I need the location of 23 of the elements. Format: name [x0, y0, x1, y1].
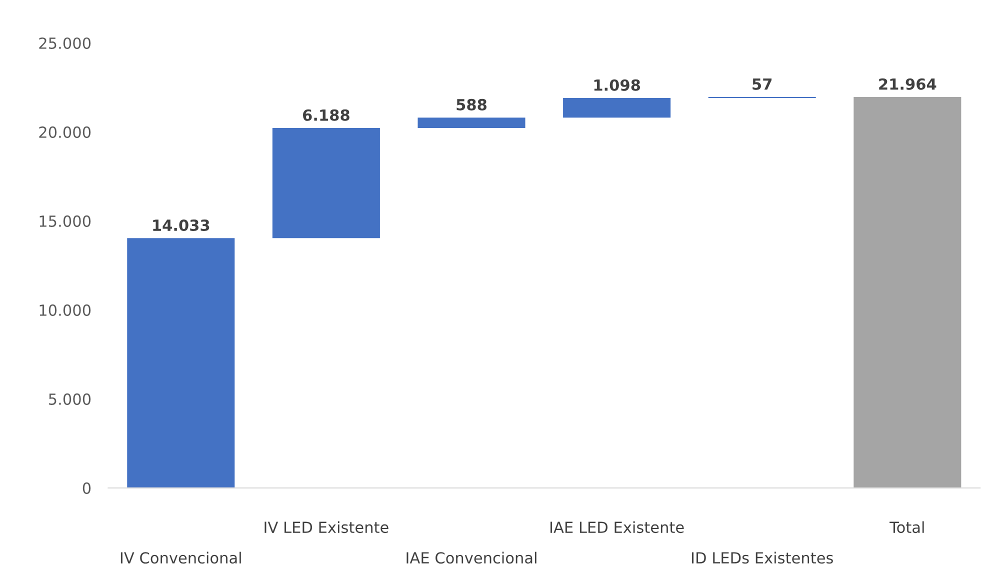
data-label: 6.188 — [302, 109, 350, 121]
y-tick-label: 15.000 — [40, 215, 91, 227]
x-tick-label: IAE Convencional — [406, 552, 536, 564]
y-tick-label: 20.000 — [39, 126, 91, 138]
data-label: 14.033 — [153, 219, 210, 232]
bar — [418, 118, 526, 128]
y-tick-label: 5.000 — [49, 393, 91, 405]
y-tick-label: 25.000 — [39, 37, 91, 49]
data-label: 588 — [456, 98, 486, 110]
bar — [272, 128, 380, 238]
y-tick-label: 10.000 — [40, 304, 91, 316]
data-label: 57 — [752, 78, 772, 90]
x-tick-label: ID LEDs Existentes — [692, 552, 833, 564]
bar — [854, 97, 962, 488]
x-tick-label: Total — [890, 521, 924, 534]
data-label: 21.964 — [879, 78, 936, 90]
x-tick-label: IV LED Existente — [264, 521, 388, 534]
bar — [563, 98, 671, 118]
x-tick-label: IV Convencional — [120, 552, 241, 564]
x-tick-label: IAE LED Existente — [550, 521, 684, 534]
bar — [127, 238, 235, 488]
y-tick-label: 0 — [82, 482, 91, 494]
data-label: 1.098 — [594, 79, 640, 91]
